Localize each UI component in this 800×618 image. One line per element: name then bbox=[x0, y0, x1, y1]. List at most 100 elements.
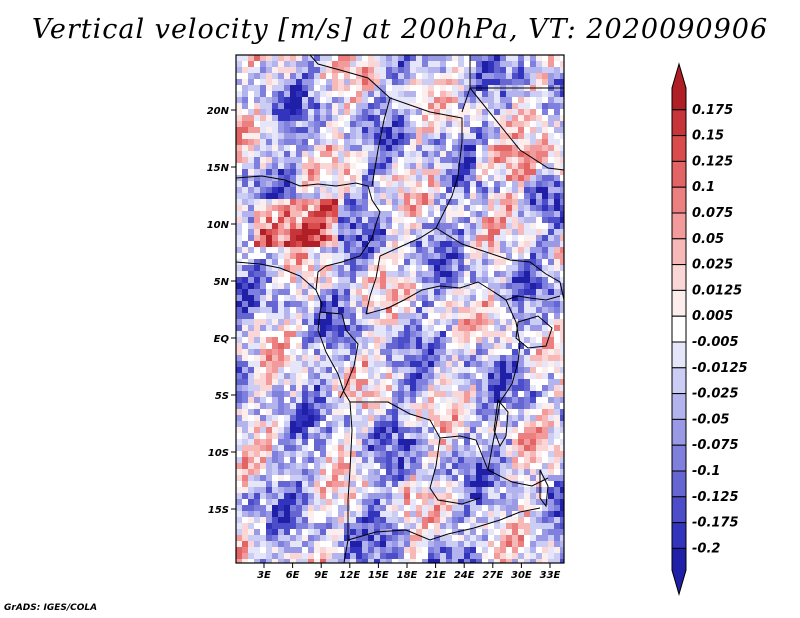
field-cell bbox=[362, 181, 369, 188]
lat-tick-label: 5N bbox=[214, 277, 230, 288]
field-cell bbox=[326, 487, 333, 494]
field-cell bbox=[434, 487, 441, 494]
field-cell bbox=[368, 283, 375, 290]
field-cell bbox=[404, 391, 411, 398]
field-cell bbox=[554, 475, 561, 482]
field-cell bbox=[488, 541, 495, 548]
field-cell bbox=[512, 151, 519, 158]
field-cell bbox=[236, 271, 243, 278]
field-cell bbox=[296, 523, 303, 530]
field-cell bbox=[512, 517, 519, 524]
field-cell bbox=[554, 307, 561, 314]
field-cell bbox=[554, 229, 561, 236]
field-cell bbox=[530, 265, 537, 272]
field-cell bbox=[518, 211, 525, 218]
field-cell bbox=[458, 133, 465, 140]
field-cell bbox=[338, 529, 345, 536]
field-cell bbox=[506, 469, 513, 476]
field-cell bbox=[260, 151, 267, 158]
field-cell bbox=[464, 223, 471, 230]
field-cell bbox=[506, 295, 513, 302]
field-cell bbox=[320, 61, 327, 68]
field-cell bbox=[320, 169, 327, 176]
field-cell bbox=[554, 505, 561, 512]
field-cell bbox=[332, 85, 339, 92]
field-cell bbox=[548, 361, 555, 368]
field-cell bbox=[434, 559, 441, 563]
field-cell bbox=[464, 553, 471, 560]
field-cell bbox=[470, 103, 477, 110]
field-cell bbox=[464, 493, 471, 500]
field-cell bbox=[254, 97, 261, 104]
field-cell bbox=[488, 373, 495, 380]
field-cell bbox=[476, 61, 483, 68]
field-cell bbox=[464, 355, 471, 362]
field-cell bbox=[548, 247, 555, 254]
field-cell bbox=[356, 511, 363, 518]
field-cell bbox=[356, 361, 363, 368]
field-cell bbox=[536, 361, 543, 368]
field-cell bbox=[302, 349, 309, 356]
field-cell bbox=[506, 217, 513, 224]
field-cell bbox=[248, 217, 255, 224]
field-cell bbox=[260, 469, 267, 476]
field-cell bbox=[422, 175, 429, 182]
field-cell bbox=[260, 553, 267, 560]
field-cell bbox=[464, 397, 471, 404]
field-cell bbox=[554, 301, 561, 308]
field-cell bbox=[362, 85, 369, 92]
field-cell bbox=[272, 121, 279, 128]
field-cell bbox=[554, 217, 561, 224]
field-cell bbox=[488, 241, 495, 248]
field-cell bbox=[302, 451, 309, 458]
field-cell bbox=[260, 511, 267, 518]
field-cell bbox=[500, 181, 507, 188]
field-cell bbox=[440, 343, 447, 350]
field-cell bbox=[542, 151, 549, 158]
field-cell bbox=[314, 445, 321, 452]
field-cell bbox=[326, 55, 333, 62]
field-cell bbox=[404, 481, 411, 488]
field-cell bbox=[542, 115, 549, 122]
field-cell bbox=[542, 427, 549, 434]
field-cell bbox=[260, 205, 267, 212]
field-cell bbox=[512, 253, 519, 260]
border-zambia-south bbox=[447, 507, 541, 535]
field-cell bbox=[236, 223, 243, 230]
field-cell bbox=[428, 157, 435, 164]
field-cell bbox=[434, 193, 441, 200]
field-cell bbox=[374, 559, 381, 563]
field-cell bbox=[284, 445, 291, 452]
field-cell bbox=[494, 133, 501, 140]
field-cell bbox=[278, 445, 285, 452]
field-cell bbox=[368, 91, 375, 98]
field-cell bbox=[524, 103, 531, 110]
field-cell bbox=[452, 313, 459, 320]
field-cell bbox=[356, 343, 363, 350]
field-cell bbox=[470, 175, 477, 182]
field-cell bbox=[320, 409, 327, 416]
field-cell bbox=[236, 433, 243, 440]
field-cell bbox=[302, 97, 309, 104]
field-cell bbox=[398, 109, 405, 116]
field-cell bbox=[248, 529, 255, 536]
field-cell bbox=[320, 139, 327, 146]
field-cell bbox=[542, 433, 549, 440]
field-cell bbox=[542, 487, 549, 494]
field-cell bbox=[236, 55, 243, 62]
field-cell bbox=[338, 373, 345, 380]
field-cell bbox=[440, 67, 447, 74]
field-cell bbox=[302, 517, 309, 524]
field-cell bbox=[458, 517, 465, 524]
field-cell bbox=[500, 253, 507, 260]
field-cell bbox=[506, 445, 513, 452]
field-cell bbox=[410, 421, 417, 428]
field-cell bbox=[356, 505, 363, 512]
field-cell bbox=[554, 487, 561, 494]
field-cell bbox=[416, 487, 423, 494]
field-cell bbox=[392, 235, 399, 242]
field-cell bbox=[434, 169, 441, 176]
field-cell bbox=[434, 469, 441, 476]
field-cell bbox=[380, 361, 387, 368]
field-cell bbox=[278, 211, 285, 218]
